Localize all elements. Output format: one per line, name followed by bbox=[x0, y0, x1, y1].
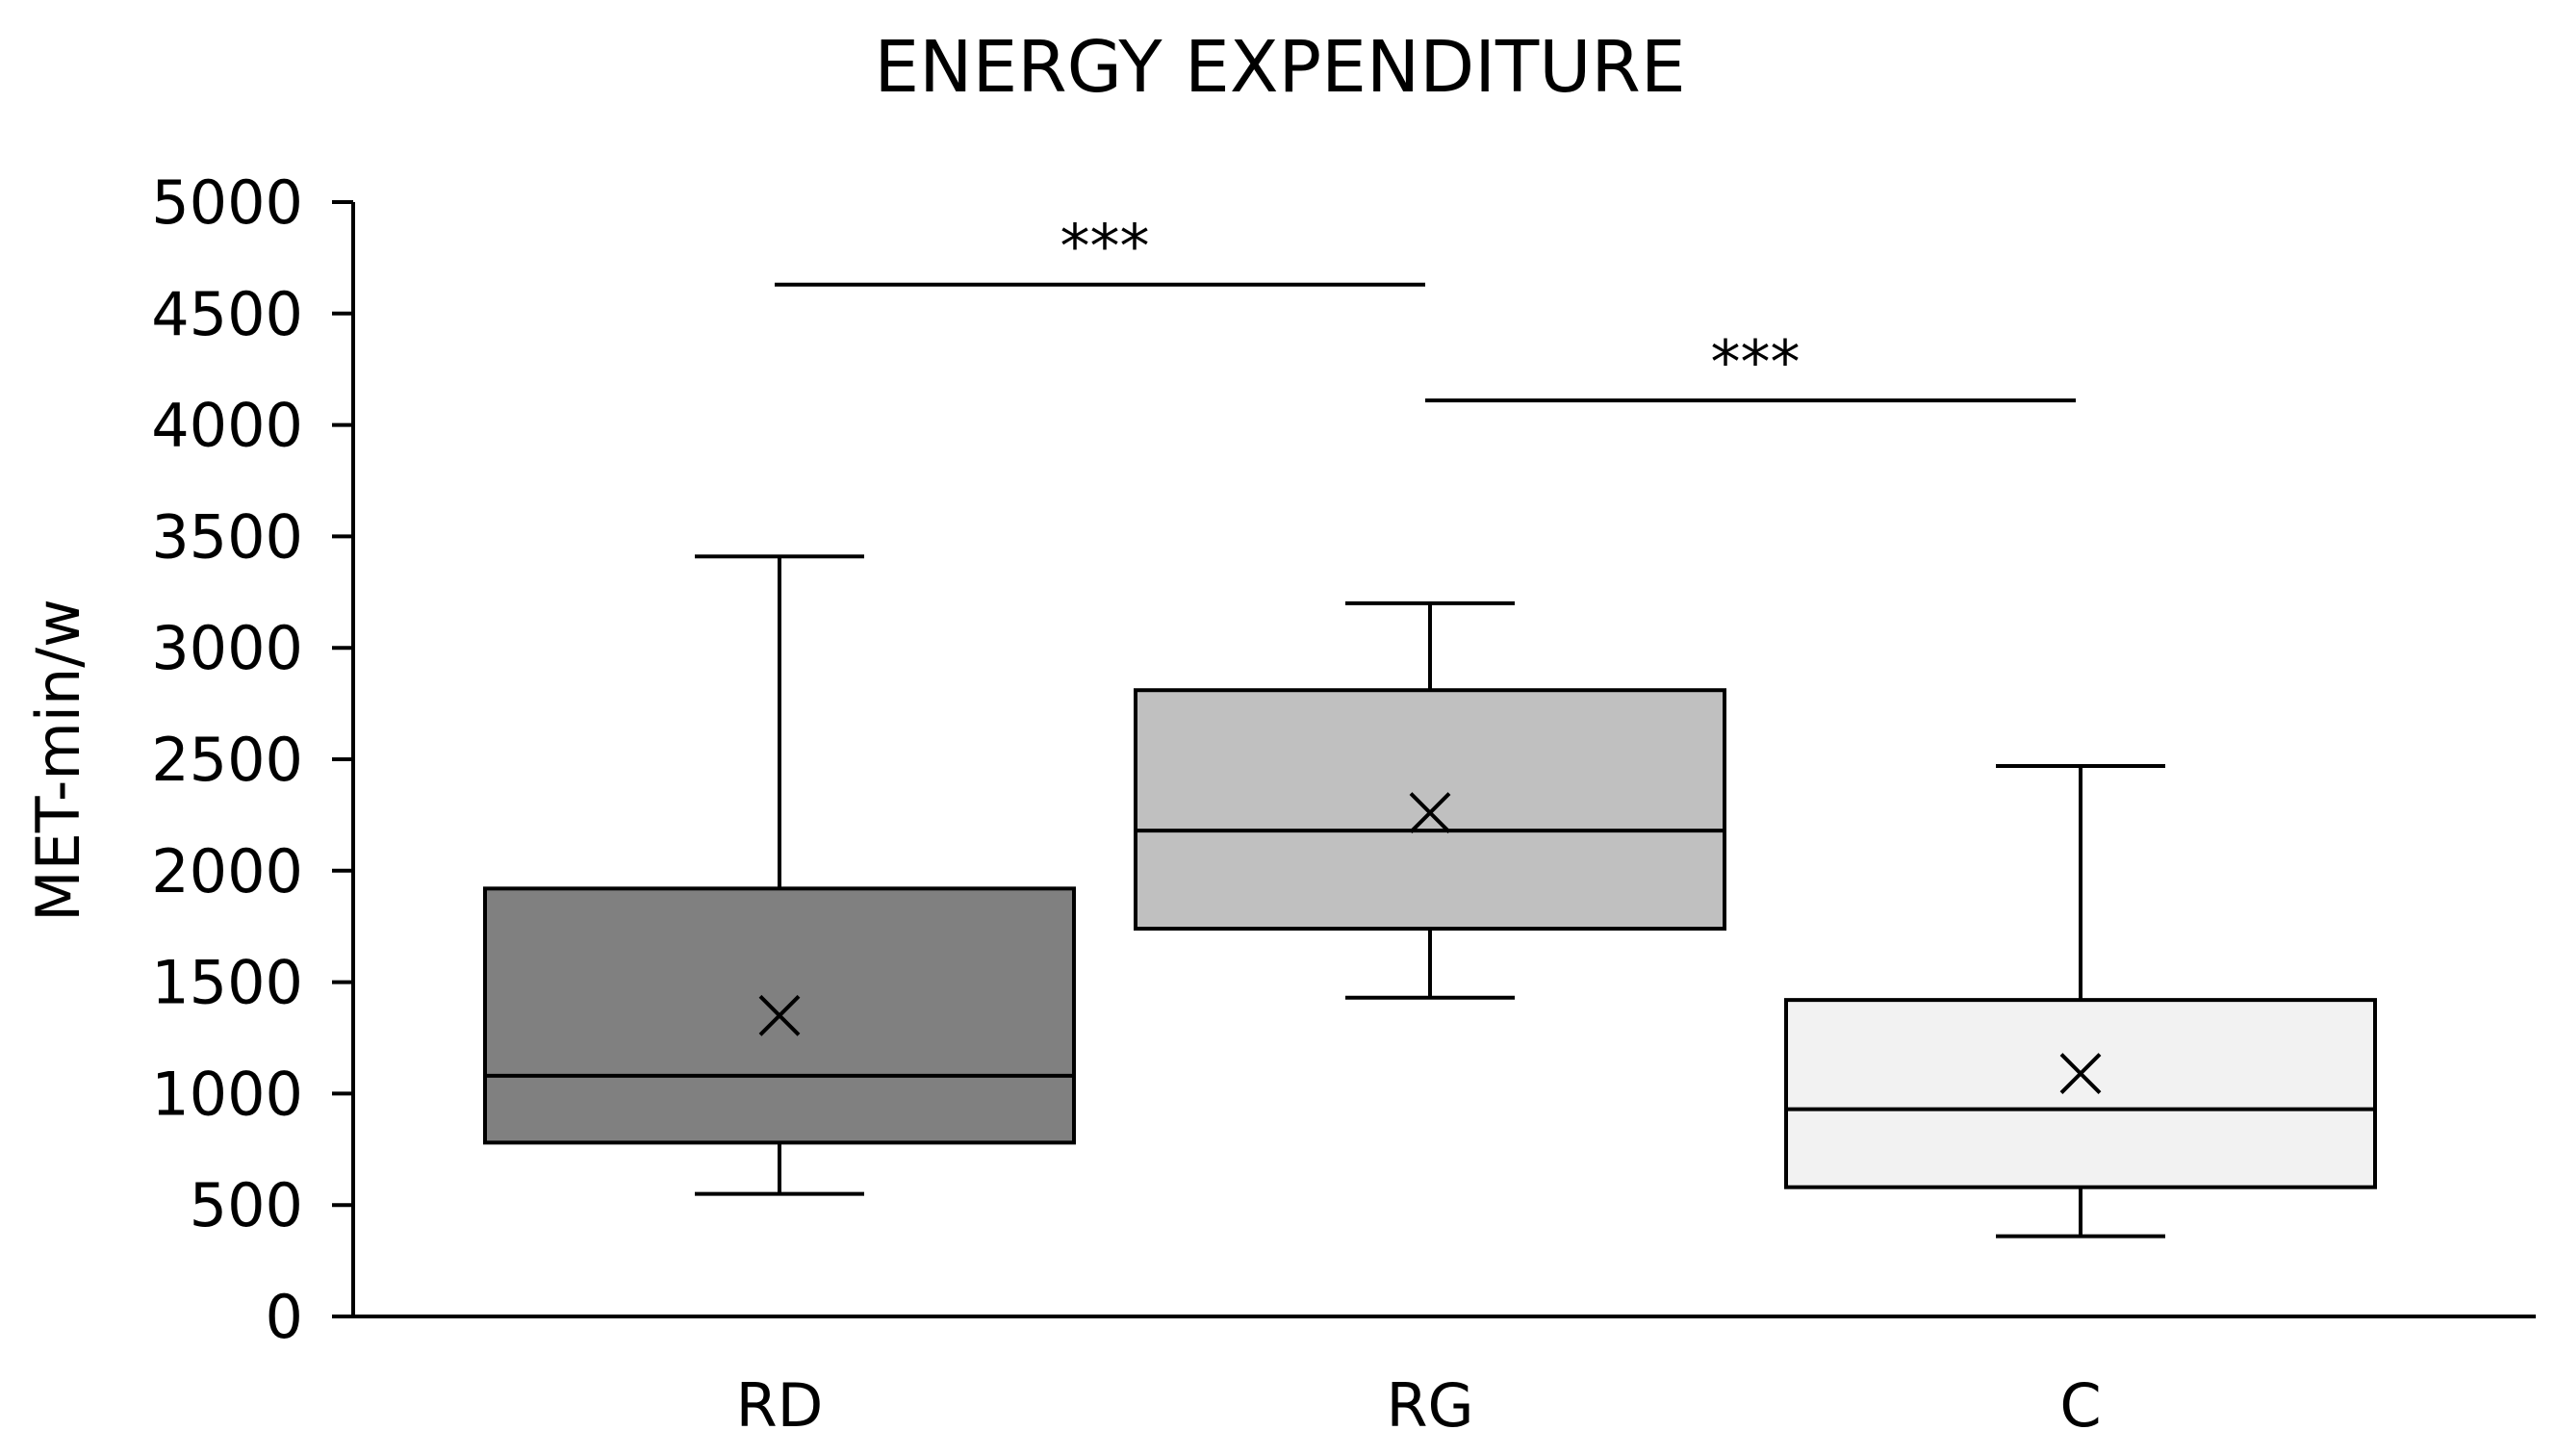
box-c bbox=[1784, 763, 2377, 1239]
x-category-label: C bbox=[2059, 1370, 2101, 1441]
chart-title: ENERGY EXPENDITURE bbox=[874, 26, 1685, 109]
y-tick-label: 1000 bbox=[151, 1059, 303, 1129]
y-tick-label: 4500 bbox=[151, 279, 303, 349]
y-tick-label: 5000 bbox=[151, 167, 303, 238]
y-tick-label: 0 bbox=[266, 1282, 303, 1352]
y-tick-label: 2500 bbox=[151, 725, 303, 795]
y-tick-label: 1500 bbox=[151, 948, 303, 1018]
mean-marker bbox=[758, 994, 801, 1036]
box-rd bbox=[483, 554, 1076, 1196]
y-tick-label: 3000 bbox=[151, 613, 303, 683]
y-tick-label: 500 bbox=[190, 1170, 303, 1240]
box-rg bbox=[1134, 600, 1726, 1000]
y-tick-label: 3500 bbox=[151, 501, 303, 572]
boxes bbox=[483, 554, 2377, 1239]
iqr-box bbox=[1784, 998, 2377, 1189]
y-tick-label: 2000 bbox=[151, 836, 303, 907]
mean-marker bbox=[2059, 1053, 2102, 1094]
significance-label: *** bbox=[1711, 327, 1801, 397]
y-axis-title: MET-min/w bbox=[23, 599, 93, 922]
x-category-labels: RD RG C bbox=[736, 1370, 2102, 1441]
iqr-box bbox=[1134, 688, 1726, 932]
x-category-label: RG bbox=[1386, 1370, 1473, 1441]
significance-brackets: *** *** bbox=[775, 212, 2076, 403]
y-tick-label: 4000 bbox=[151, 391, 303, 461]
mean-marker bbox=[1409, 792, 1451, 833]
y-ticks: 0 500 1000 1500 2000 2500 3000 3500 4000 4500 5000 bbox=[151, 167, 353, 1352]
x-category-label: RD bbox=[736, 1370, 824, 1441]
significance-label: *** bbox=[1060, 212, 1150, 282]
